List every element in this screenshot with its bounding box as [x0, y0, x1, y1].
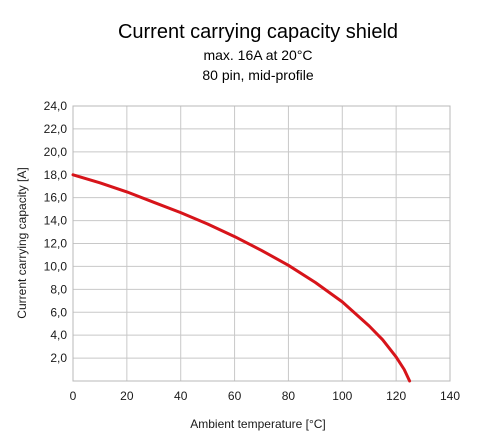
y-tick-label: 22,0	[44, 122, 68, 136]
x-tick-label: 60	[228, 389, 242, 403]
plot-frame	[72, 105, 451, 382]
chart-subtitle-2: 80 pin, mid-profile	[202, 67, 313, 83]
y-tick-label: 16,0	[44, 191, 68, 205]
x-tick-label: 20	[120, 389, 134, 403]
y-tick-label: 12,0	[44, 237, 68, 251]
chart-title: Current carrying capacity shield	[118, 21, 398, 43]
x-tick-label: 100	[332, 389, 352, 403]
y-tick-label: 6,0	[50, 305, 67, 319]
y-tick-label: 10,0	[44, 259, 68, 273]
y-tick-label: 4,0	[50, 328, 67, 342]
x-tick-label: 40	[174, 389, 188, 403]
tick-layer: 0 20 40 60 80 100 120 140 2,0 4,0 6,0 8,0 10,0 12,0 14…	[44, 99, 461, 403]
y-axis-label: Current carrying capacity [A]	[15, 167, 29, 318]
x-tick-label: 140	[440, 389, 460, 403]
y-tick-label: 14,0	[44, 214, 68, 228]
series-line	[71, 173, 412, 383]
y-tick-label: 20,0	[44, 145, 68, 159]
y-tick-label: 8,0	[50, 282, 67, 296]
series-layer	[71, 173, 412, 383]
chart-subtitle-1: max. 16A at 20°C	[203, 47, 312, 63]
y-tick-label: 24,0	[44, 99, 68, 113]
grid-layer	[73, 106, 450, 381]
y-tick-label: 18,0	[44, 168, 68, 182]
x-axis-label: Ambient temperature [°C]	[190, 417, 326, 431]
y-tick-label: 2,0	[50, 351, 67, 365]
x-tick-label: 80	[282, 389, 296, 403]
x-tick-label: 0	[70, 389, 77, 403]
x-tick-label: 120	[386, 389, 406, 403]
